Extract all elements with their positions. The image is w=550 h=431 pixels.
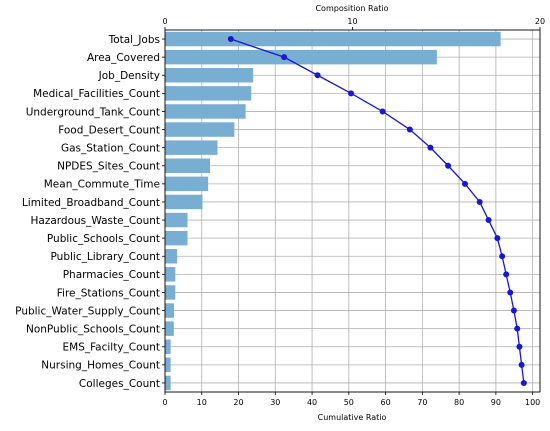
top-tick-label: 0 <box>162 17 167 26</box>
tick-labels: 0 10 20 30 40 50 60 70 80 90 100 0 10 20 <box>162 17 545 407</box>
bar <box>165 68 254 83</box>
cumulative-point <box>499 253 506 260</box>
bottom-axis-label: Cumulative Ratio <box>318 413 387 422</box>
top-axis-label: Composition Ratio <box>315 4 388 13</box>
bar <box>165 86 252 101</box>
cumulative-point <box>314 72 321 79</box>
bar <box>165 357 171 373</box>
bottom-tick-label: 0 <box>162 398 167 407</box>
bottom-tick-label: 10 <box>197 398 207 407</box>
bar <box>165 49 437 65</box>
top-tick-label: 20 <box>535 17 545 26</box>
cumulative-point <box>518 361 525 368</box>
bar <box>165 31 501 47</box>
cumulative-line-series <box>227 36 527 386</box>
cumulative-point <box>227 36 234 43</box>
category-label: Fire_Stations_Count <box>57 287 160 299</box>
bar-series <box>165 31 501 391</box>
cumulative-point <box>485 217 492 224</box>
bottom-tick-label: 20 <box>233 398 243 407</box>
cumulative-point <box>427 144 434 151</box>
category-label: Gas_Station_Count <box>61 142 160 154</box>
cumulative-point <box>510 307 517 314</box>
category-label: Hazardous_Waste_Count <box>31 215 161 227</box>
bar <box>165 104 246 119</box>
category-label: Job_Density <box>98 70 160 82</box>
category-label: Medical_Facilities_Count <box>33 88 160 100</box>
bar <box>165 122 235 137</box>
category-label: Colleges_Count <box>79 378 160 390</box>
category-label: NPDES_Sites_Count <box>57 161 160 173</box>
category-label: NonPublic_Schools_Count <box>26 323 160 335</box>
bar <box>165 267 176 282</box>
bottom-tick-label: 100 <box>525 398 540 407</box>
cumulative-point <box>462 180 468 187</box>
bar <box>165 321 174 336</box>
bar <box>165 194 203 210</box>
category-labels: Total_Jobs Area_Covered Job_Density Medical… <box>15 34 160 390</box>
cumulative-point <box>514 325 521 332</box>
category-label: Public_Library_Count <box>51 251 160 263</box>
category-label: Public_Schools_Count <box>47 233 160 245</box>
bar <box>165 249 178 264</box>
category-label: EMS_Facilty_Count <box>63 342 161 354</box>
bar <box>165 176 209 192</box>
cumulative-point <box>476 198 483 205</box>
bar <box>165 158 210 173</box>
cumulative-point <box>379 108 386 115</box>
bar <box>165 285 176 300</box>
bottom-tick-label: 90 <box>491 398 501 407</box>
bottom-tick-label: 70 <box>417 398 427 407</box>
bar <box>165 230 188 246</box>
cumulative-point <box>516 343 523 350</box>
bar <box>165 212 188 228</box>
bottom-tick-label: 30 <box>270 398 280 407</box>
bottom-tick-label: 60 <box>380 398 390 407</box>
cumulative-point <box>281 54 288 61</box>
bottom-tick-label: 40 <box>307 398 317 407</box>
cumulative-point <box>507 289 514 296</box>
bar <box>165 140 218 155</box>
bar <box>165 339 171 354</box>
cumulative-point <box>348 90 355 97</box>
bar <box>165 375 171 391</box>
cumulative-point <box>520 379 527 386</box>
cumulative-point <box>406 126 413 133</box>
top-tick-label: 10 <box>347 17 357 26</box>
category-label: Food_Desert_Count <box>58 124 160 136</box>
bottom-tick-label: 50 <box>344 398 354 407</box>
category-label: Nursing_Homes_Count <box>41 360 160 372</box>
category-label: Limited_Broadband_Count <box>22 197 160 209</box>
cumulative-point <box>445 162 452 169</box>
category-label: Underground_Tank_Count <box>26 106 160 118</box>
cumulative-point <box>494 235 501 242</box>
category-label: Total_Jobs <box>108 34 160 46</box>
bar <box>165 303 174 318</box>
category-label: Area_Covered <box>87 52 160 64</box>
cumulative-point <box>503 271 510 278</box>
category-label: Mean_Commute_Time <box>44 179 160 191</box>
category-label: Public_Water_Supply_Count <box>15 305 160 317</box>
cumulative-line <box>230 38 525 384</box>
category-label: Pharmacies_Count <box>63 269 160 281</box>
bottom-tick-label: 80 <box>454 398 464 407</box>
